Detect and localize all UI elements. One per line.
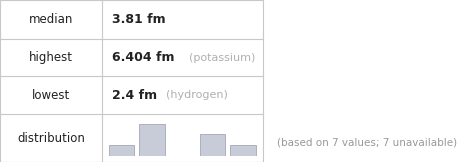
Text: 6.404 fm: 6.404 fm	[112, 51, 175, 64]
Text: highest: highest	[29, 51, 73, 64]
Text: (hydrogen): (hydrogen)	[166, 90, 228, 100]
Text: distribution: distribution	[17, 132, 85, 145]
Bar	[0, 0, 263, 162]
Bar	[230, 145, 255, 156]
Bar	[139, 124, 165, 156]
Text: 3.81 fm: 3.81 fm	[112, 13, 166, 26]
Text: 2.4 fm: 2.4 fm	[112, 89, 157, 102]
Text: lowest: lowest	[32, 89, 70, 102]
Bar	[109, 145, 134, 156]
Bar	[200, 134, 225, 156]
Text: median: median	[29, 13, 73, 26]
Text: (potassium): (potassium)	[189, 52, 255, 63]
Text: (based on 7 values; 7 unavailable): (based on 7 values; 7 unavailable)	[277, 138, 457, 148]
